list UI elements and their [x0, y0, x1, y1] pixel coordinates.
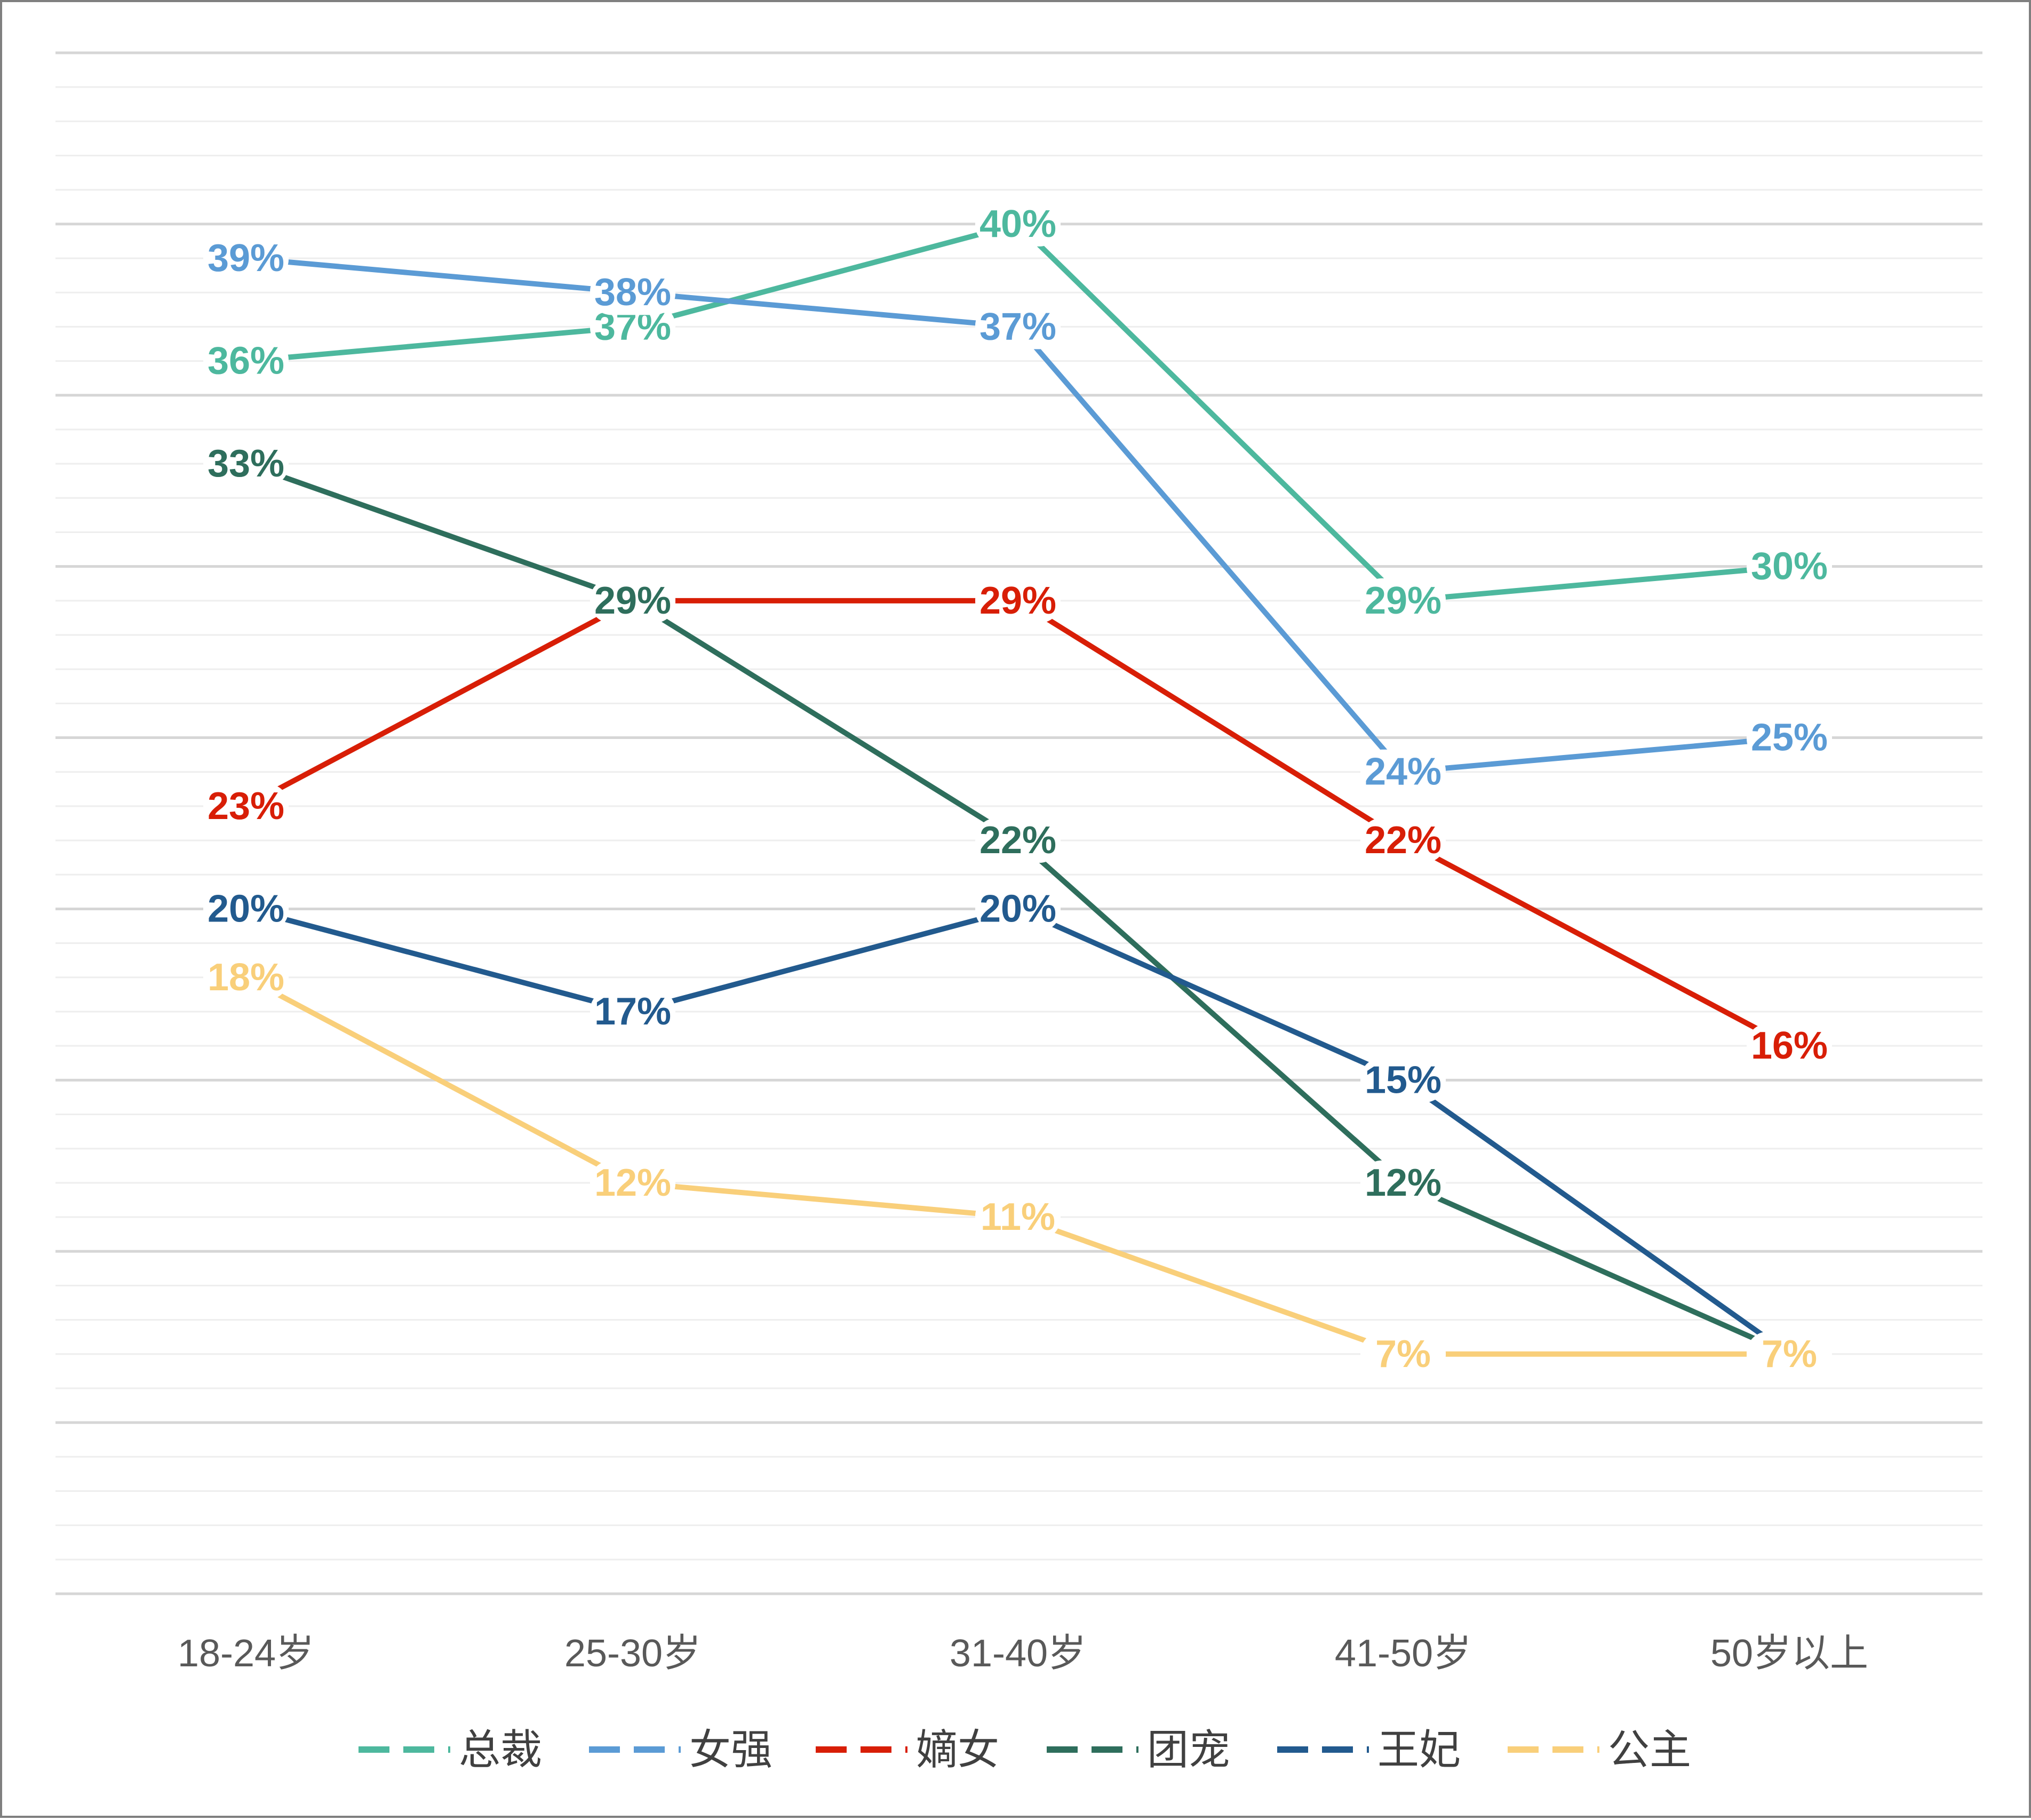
- data-label-bg: [1747, 715, 1832, 760]
- data-label-bg: [975, 201, 1061, 247]
- x-axis-ticks: 18-24岁 25-30岁 31-40岁 41-50岁 50岁以上: [178, 1632, 1868, 1675]
- data-label: 23%: [208, 785, 284, 828]
- legend-item[interactable]: 公主: [1508, 1726, 1691, 1773]
- legend-label: 团宠: [1147, 1726, 1230, 1773]
- data-label-bg: [1360, 749, 1446, 794]
- data-label-bg: [203, 886, 289, 932]
- data-label-bg: [975, 1195, 1061, 1240]
- data-label-bg: [1747, 1023, 1832, 1069]
- legend-label: 王妃: [1377, 1726, 1461, 1773]
- data-label: 12%: [594, 1162, 671, 1204]
- data-label: 16%: [1751, 1024, 1828, 1067]
- data-label-bg: [590, 270, 675, 315]
- data-label: 7%: [1375, 1333, 1431, 1376]
- x-tick-label: 41-50岁: [1335, 1632, 1471, 1675]
- data-label: 30%: [1751, 545, 1828, 588]
- data-label: 40%: [979, 203, 1056, 245]
- data-label-bg: [590, 304, 675, 349]
- data-label-bg: [1747, 544, 1832, 589]
- data-label: 29%: [979, 579, 1056, 622]
- data-label: 7%: [1762, 1333, 1817, 1376]
- x-tick-label: 18-24岁: [178, 1632, 314, 1675]
- series-lines: [243, 221, 1792, 1357]
- data-label-bg: [590, 1160, 675, 1205]
- data-label-bg: [203, 338, 289, 384]
- x-tick-label: 31-40岁: [950, 1632, 1086, 1675]
- data-label: 24%: [1365, 751, 1441, 793]
- data-label-bg: [203, 955, 289, 1000]
- data-label: 25%: [1751, 717, 1828, 759]
- legend-item[interactable]: 王妃: [1277, 1726, 1461, 1773]
- data-label-bg: [203, 441, 289, 487]
- data-label: 17%: [594, 990, 671, 1033]
- data-label-bg: [975, 304, 1061, 349]
- data-label-bg: [975, 578, 1061, 623]
- legend: 总裁 女强 嫡女 团宠 王妃 公主: [359, 1726, 1691, 1773]
- data-label-bg: [1360, 1331, 1446, 1377]
- data-label: 37%: [979, 305, 1056, 348]
- data-label-bg: [590, 989, 675, 1034]
- data-label: 15%: [1365, 1059, 1441, 1101]
- data-label: 22%: [1365, 819, 1441, 862]
- data-label: 29%: [594, 579, 671, 622]
- x-tick-label: 25-30岁: [564, 1632, 701, 1675]
- data-label: 11%: [981, 1196, 1055, 1238]
- data-label: 20%: [979, 887, 1056, 930]
- data-label: 22%: [979, 819, 1056, 862]
- data-label-bg: [975, 886, 1061, 932]
- legend-item[interactable]: 女强: [589, 1726, 772, 1773]
- legend-label: 女强: [689, 1726, 772, 1773]
- data-label-bg: [203, 783, 289, 829]
- data-label-bg: [203, 236, 289, 281]
- data-label-bg: [1360, 1160, 1446, 1205]
- data-label-bg: [1360, 818, 1446, 863]
- data-label: 39%: [208, 237, 284, 280]
- data-label: 36%: [208, 340, 284, 383]
- legend-item[interactable]: 团宠: [1047, 1726, 1230, 1773]
- legend-item[interactable]: 总裁: [359, 1726, 542, 1773]
- legend-label: 公主: [1608, 1726, 1691, 1773]
- data-label-bg: [590, 578, 675, 623]
- data-label: 20%: [208, 887, 284, 930]
- series-line-6: [243, 974, 1792, 1357]
- data-label-bg: [975, 818, 1061, 863]
- data-label-bg: [1360, 1058, 1446, 1103]
- data-label: 18%: [208, 956, 284, 999]
- legend-label: 总裁: [459, 1726, 542, 1773]
- data-label-bg: [1747, 1331, 1832, 1377]
- legend-label: 嫡女: [916, 1726, 999, 1773]
- data-label: 29%: [1365, 579, 1441, 622]
- data-label-bg: [1360, 578, 1446, 623]
- data-label: 12%: [1365, 1162, 1441, 1204]
- series-line-5: [243, 906, 1792, 1357]
- x-tick-label: 50岁以上: [1710, 1632, 1868, 1675]
- data-label: 38%: [594, 271, 671, 314]
- data-label: 33%: [208, 442, 284, 485]
- legend-item[interactable]: 嫡女: [816, 1726, 999, 1773]
- data-labels: 36%37%40%29%30%39%38%37%24%25%23%29%29%2…: [203, 201, 1832, 1377]
- gridlines: [55, 51, 1982, 1595]
